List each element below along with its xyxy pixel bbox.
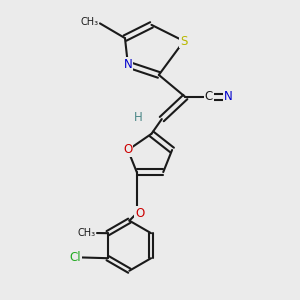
Text: N: N: [124, 58, 132, 71]
Text: CH₃: CH₃: [80, 17, 98, 27]
Text: CH₃: CH₃: [77, 228, 95, 238]
Text: Cl: Cl: [69, 251, 81, 264]
Text: S: S: [180, 34, 188, 48]
Text: O: O: [135, 207, 144, 220]
Text: O: O: [123, 143, 133, 157]
Text: H: H: [134, 111, 142, 124]
Text: N: N: [224, 91, 233, 103]
Text: C: C: [205, 91, 213, 103]
